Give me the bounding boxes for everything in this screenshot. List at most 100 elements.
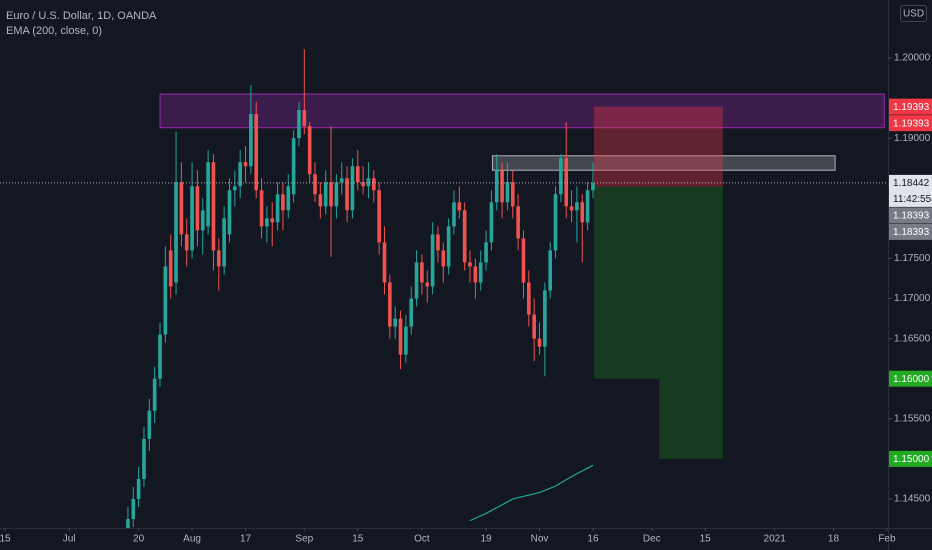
- x-tick-label: Dec: [643, 534, 661, 545]
- price-label-box: [889, 207, 932, 224]
- candle-body: [548, 250, 553, 291]
- x-tick-label: 20: [133, 534, 145, 545]
- y-tick-label: 1.20000: [894, 53, 931, 64]
- candle-body: [543, 290, 547, 347]
- price-label: 1.19393: [893, 102, 930, 113]
- candle-body: [334, 182, 339, 207]
- candle-body: [382, 242, 387, 283]
- x-tick-label: Oct: [414, 534, 430, 545]
- candle-body: [286, 186, 291, 211]
- candle-body: [270, 218, 275, 223]
- x-tick-label: 15: [352, 534, 364, 545]
- candle-body: [179, 182, 184, 235]
- candle-body: [233, 186, 237, 191]
- y-tick-label: 1.19000: [894, 133, 931, 144]
- price-label: 1.18393: [893, 211, 930, 222]
- candle-body: [216, 250, 221, 267]
- zone-box: [491, 155, 836, 171]
- x-tick-label: 17: [240, 534, 252, 545]
- candle-body: [158, 334, 162, 379]
- y-tick-label: 1.17500: [894, 253, 931, 264]
- price-label-box: [889, 98, 932, 115]
- candle-body: [222, 218, 226, 267]
- candle-body: [126, 519, 130, 528]
- candle-body: [361, 182, 365, 187]
- candle-body: [494, 170, 499, 203]
- candle-body: [227, 190, 232, 235]
- candle-body: [484, 242, 488, 263]
- candle-body: [478, 262, 483, 283]
- candle-body: [174, 182, 178, 283]
- countdown: 11:42:55: [893, 194, 932, 205]
- candle-body: [404, 326, 408, 355]
- candle-body: [516, 206, 520, 239]
- price-label-box: [889, 223, 932, 240]
- x-tick-label: Nov: [531, 534, 549, 545]
- candle-body: [307, 126, 312, 175]
- candle-body: [195, 186, 200, 231]
- candle-body: [580, 202, 585, 223]
- candle-body: [553, 194, 558, 251]
- candle-body: [339, 178, 344, 183]
- candle-body: [521, 238, 526, 283]
- candle-body: [297, 110, 301, 139]
- price-label-box: [889, 450, 932, 467]
- candle-body: [211, 162, 216, 251]
- candle-body: [500, 170, 504, 203]
- candle-body: [136, 478, 141, 499]
- y-tick-label: 1.17000: [894, 293, 931, 304]
- candle-body: [254, 114, 259, 191]
- currency-box[interactable]: [900, 5, 927, 22]
- candle-body: [564, 158, 569, 207]
- price-label-box: [889, 370, 932, 387]
- candle-body: [329, 182, 333, 207]
- candle-body: [436, 234, 440, 251]
- stop-zone: [594, 106, 723, 187]
- candle-body: [473, 266, 478, 283]
- candle-body: [302, 110, 307, 127]
- x-tick-label: Feb: [878, 534, 896, 545]
- candle-body: [200, 210, 205, 231]
- candle-body: [569, 206, 574, 211]
- x-tick-label: 18: [828, 534, 840, 545]
- candle-body: [259, 190, 264, 227]
- indicator-label: EMA (200, close, 0): [6, 25, 102, 37]
- candle-body: [152, 378, 157, 411]
- candle-body: [462, 210, 467, 263]
- candle-body: [398, 318, 403, 355]
- candle-body: [243, 162, 248, 167]
- currency[interactable]: USD: [903, 9, 924, 20]
- candle-body: [532, 314, 536, 339]
- x-tick-label: 15: [700, 534, 712, 545]
- x-tick-label: 15: [0, 534, 11, 545]
- price-label: 1.18442: [893, 178, 930, 189]
- candle-body: [206, 162, 210, 227]
- candle-body: [446, 226, 451, 267]
- candle-body: [468, 262, 472, 267]
- candle-body: [441, 250, 446, 267]
- candle-body: [238, 162, 242, 187]
- candle-body: [291, 138, 296, 195]
- candle-body: [409, 298, 414, 327]
- price-label: 1.19393: [893, 118, 930, 129]
- candle-body: [190, 186, 194, 251]
- candle-body: [355, 166, 360, 183]
- candle-body: [323, 182, 328, 207]
- candle-body: [249, 114, 253, 167]
- candle-body: [591, 182, 595, 191]
- candle-body: [163, 266, 168, 335]
- price-label: 1.15000: [893, 454, 930, 465]
- candle-body: [377, 190, 381, 243]
- candle-body: [366, 178, 371, 187]
- candle-body: [489, 202, 494, 243]
- candle-body: [526, 282, 531, 315]
- y-tick-label: 1.16500: [894, 333, 931, 344]
- candle-body: [559, 158, 563, 195]
- y-tick-label: 1.15500: [894, 413, 931, 424]
- plot-area: [0, 49, 888, 528]
- chart-title: Euro / U.S. Dollar, 1D, OANDA: [6, 10, 157, 22]
- price-label-box: [889, 115, 932, 132]
